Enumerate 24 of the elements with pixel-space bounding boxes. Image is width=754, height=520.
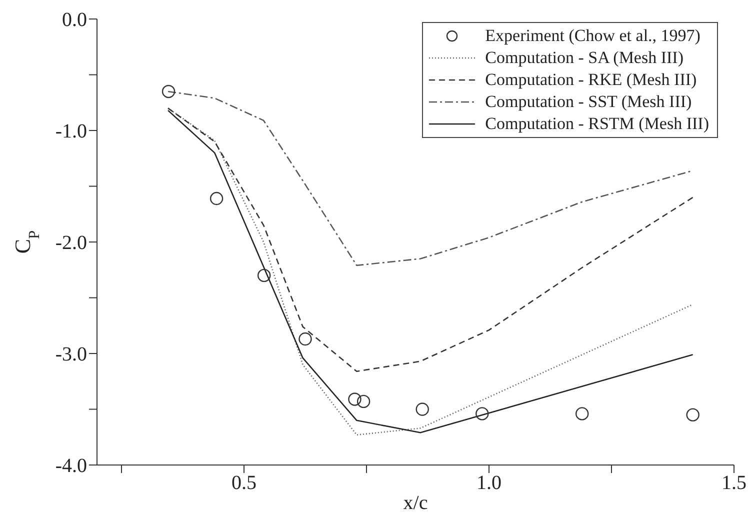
point — [257, 268, 271, 282]
y-tick-label: -1.0 — [55, 120, 87, 143]
y-tick-label: -2.0 — [55, 232, 87, 254]
legend-label: Computation - SA (Mesh III) — [485, 47, 684, 69]
x-tick-label: 1.5 — [722, 472, 746, 494]
x-axis-title: x/c — [403, 492, 428, 514]
legend-label: Computation - RKE (Mesh III) — [485, 69, 697, 91]
y-tick-label: 0.0 — [62, 9, 87, 32]
y-tick-label: -3.0 — [55, 344, 87, 366]
point — [162, 84, 176, 98]
x-tick-label: 1.0 — [476, 472, 502, 494]
point — [210, 192, 224, 206]
point — [348, 392, 362, 406]
legend-label: Computation - RSTM (Mesh III) — [485, 113, 709, 135]
point — [298, 332, 312, 346]
point — [416, 402, 429, 416]
x-tick-label: 0.5 — [232, 472, 256, 494]
y-tick-label: -4.0 — [55, 455, 87, 478]
point — [576, 407, 589, 420]
legend-label: Computation - SST (Mesh III) — [485, 91, 692, 113]
point — [356, 394, 370, 408]
legend-label: Experiment (Chow et al., 1997) — [485, 25, 700, 47]
point — [686, 408, 700, 422]
point — [476, 407, 489, 420]
